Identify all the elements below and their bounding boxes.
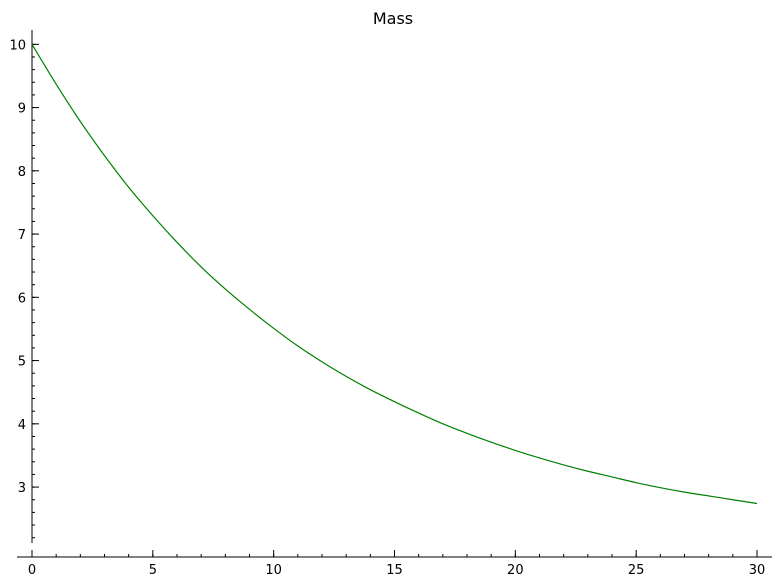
x-tick-label: 20 xyxy=(507,563,524,578)
y-tick-label: 5 xyxy=(18,355,26,370)
chart-title: Mass xyxy=(373,9,413,28)
x-tick-label: 5 xyxy=(149,563,157,578)
y-tick-label: 4 xyxy=(18,418,26,433)
y-tick-label: 6 xyxy=(18,291,26,306)
x-tick-label: 30 xyxy=(749,563,766,578)
y-tick-label: 10 xyxy=(9,38,26,53)
tick-labels: 0 5 10 15 20 25 30 3 4 5 6 7 8 9 10 xyxy=(9,38,765,578)
x-tick-label: 15 xyxy=(386,563,403,578)
x-tick-label: 25 xyxy=(628,563,645,578)
axes xyxy=(17,30,772,558)
y-tick-label: 7 xyxy=(18,228,26,243)
ticks xyxy=(31,43,758,557)
y-tick-label: 3 xyxy=(18,481,26,496)
x-tick-label: 0 xyxy=(28,563,36,578)
y-tick-label: 9 xyxy=(18,102,26,117)
plot-area xyxy=(31,44,758,505)
y-tick-label: 8 xyxy=(18,165,26,180)
mass-series-line xyxy=(31,44,758,505)
x-tick-label: 10 xyxy=(265,563,282,578)
